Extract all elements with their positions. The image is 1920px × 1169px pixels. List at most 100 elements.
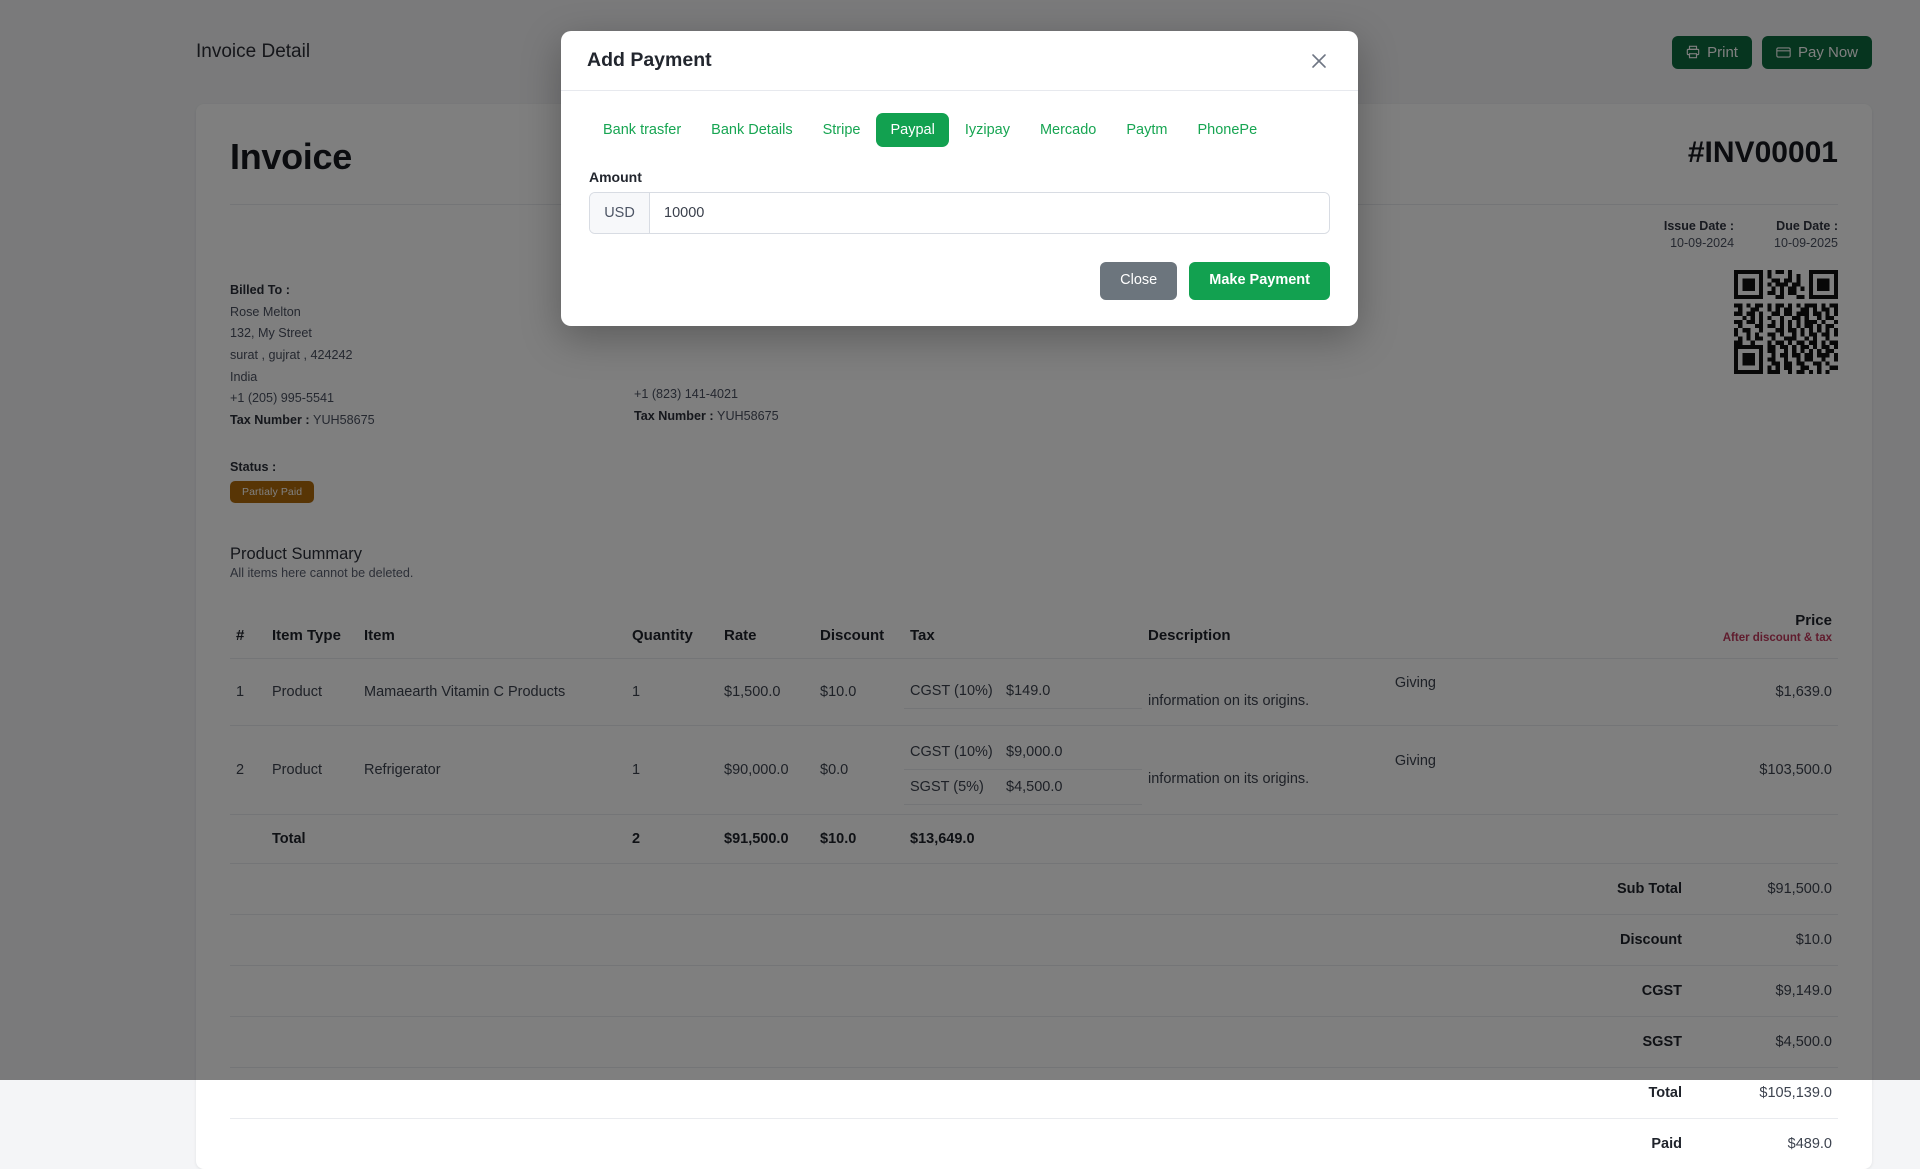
row-tax-cell: CGST (10%) $149.0 [904, 658, 1142, 725]
make-payment-button[interactable]: Make Payment [1189, 262, 1330, 300]
totals-row: Sub Total$91,500.0 [230, 863, 1838, 914]
totals-value: $91,500.0 [1688, 863, 1838, 914]
invoice-heading: Invoice [230, 136, 352, 178]
tax-name: SGST (5%) [910, 779, 996, 795]
row-discount: $10.0 [814, 658, 904, 725]
totals-value: $9,149.0 [1688, 965, 1838, 1016]
billed-to-country: India [230, 367, 634, 389]
issue-date-label: Issue Date : [1664, 219, 1734, 233]
row-rate: $1,500.0 [718, 658, 814, 725]
total-row-tax: $13,649.0 [904, 814, 1142, 863]
row-item: Mamaearth Vitamin C Products [358, 658, 626, 725]
payment-tab-paytm[interactable]: Paytm [1112, 113, 1181, 147]
totals-value: $4,500.0 [1688, 1016, 1838, 1067]
product-summary-header: Product Summary All items here cannot be… [230, 503, 1838, 580]
due-date-value: 10-09-2025 [1774, 236, 1838, 250]
shipped-to-phone: +1 (823) 141-4021 [634, 384, 1038, 406]
tax-spacer-bottom [904, 709, 1142, 718]
payment-tab-iyzipay[interactable]: Iyzipay [951, 113, 1024, 147]
payment-tab-bank-trasfer[interactable]: Bank trasfer [589, 113, 695, 147]
totals-row: Total$105,139.0 [230, 1067, 1838, 1118]
issue-date-block: Issue Date : 10-09-2024 [1664, 219, 1734, 250]
total-row-blank [230, 814, 266, 863]
issue-date-value: 10-09-2024 [1670, 236, 1734, 250]
col-index: # [230, 602, 266, 659]
row-quantity: 1 [626, 725, 718, 814]
totals-spacer [230, 863, 427, 914]
total-row-blank2 [358, 814, 626, 863]
invoice-number: #INV00001 [1688, 136, 1838, 170]
shipped-to-tax: Tax Number : YUH58675 [634, 406, 1038, 428]
totals-spacer [230, 1067, 427, 1118]
qr-code-image [1734, 270, 1838, 374]
totals-label: Discount [427, 914, 1688, 965]
totals-spacer [230, 965, 427, 1016]
payment-tab-stripe[interactable]: Stripe [809, 113, 875, 147]
row-price: $1,639.0 [1442, 658, 1838, 725]
tax-spacer-top [904, 726, 1142, 735]
payment-tab-phonepe[interactable]: PhonePe [1183, 113, 1271, 147]
total-row-rate: $91,500.0 [718, 814, 814, 863]
billed-to-tax-number: YUH58675 [313, 413, 375, 427]
payment-tab-bank-details[interactable]: Bank Details [697, 113, 806, 147]
totals-spacer [230, 1118, 427, 1169]
col-discount: Discount [814, 602, 904, 659]
due-date-block: Due Date : 10-09-2025 [1774, 219, 1838, 250]
items-table: # Item Type Item Quantity Rate Discount … [230, 602, 1838, 863]
tax-spacer-top [904, 665, 1142, 674]
top-bar-actions: Print Pay Now [1672, 36, 1872, 69]
col-description: Description [1142, 602, 1442, 659]
modal-header: Add Payment [561, 31, 1358, 91]
amount-input[interactable] [650, 193, 1329, 233]
credit-card-icon [1776, 46, 1791, 59]
total-row-blank3 [1142, 814, 1442, 863]
total-row-label: Total [266, 814, 358, 863]
totals-label: SGST [427, 1016, 1688, 1067]
status-label: Status : [230, 460, 1838, 474]
tax-list: CGST (10%) $149.0 [904, 665, 1142, 718]
items-header-row: # Item Type Item Quantity Rate Discount … [230, 602, 1838, 659]
totals-label: Sub Total [427, 863, 1688, 914]
row-item: Refrigerator [358, 725, 626, 814]
shipped-to-tax-number: YUH58675 [717, 409, 779, 423]
billed-to-street: 132, My Street [230, 323, 634, 345]
tax-value: $149.0 [1006, 683, 1050, 699]
totals-label: Paid [427, 1118, 1688, 1169]
qr-code [1734, 270, 1838, 432]
print-button[interactable]: Print [1672, 36, 1752, 69]
totals-row: SGST$4,500.0 [230, 1016, 1838, 1067]
payment-tab-paypal[interactable]: Paypal [876, 113, 948, 147]
amount-label: Amount [589, 169, 1330, 185]
items-table-head: # Item Type Item Quantity Rate Discount … [230, 602, 1838, 659]
payment-tab-mercado[interactable]: Mercado [1026, 113, 1110, 147]
print-button-label: Print [1707, 45, 1738, 60]
totals-label: Total [427, 1067, 1688, 1118]
close-icon[interactable] [1306, 50, 1332, 72]
col-price: Price After discount & tax [1442, 602, 1838, 659]
status-badge: Partialy Paid [230, 481, 314, 503]
modal-title: Add Payment [587, 49, 712, 72]
currency-prefix: USD [590, 193, 650, 233]
pay-now-button[interactable]: Pay Now [1762, 36, 1872, 69]
col-price-sub: After discount & tax [1448, 632, 1832, 644]
tax-spacer-bottom [904, 805, 1142, 814]
tax-name: CGST (10%) [910, 683, 996, 699]
tax-value: $4,500.0 [1006, 779, 1062, 795]
tax-line: CGST (10%) $149.0 [904, 674, 1142, 709]
row-price: $103,500.0 [1442, 725, 1838, 814]
description-line-1: Giving [1148, 753, 1436, 769]
due-date-label: Due Date : [1774, 219, 1838, 233]
pay-now-button-label: Pay Now [1798, 45, 1858, 60]
total-row-quantity: 2 [626, 814, 718, 863]
close-button[interactable]: Close [1100, 262, 1177, 300]
page-title: Invoice Detail [196, 41, 310, 63]
